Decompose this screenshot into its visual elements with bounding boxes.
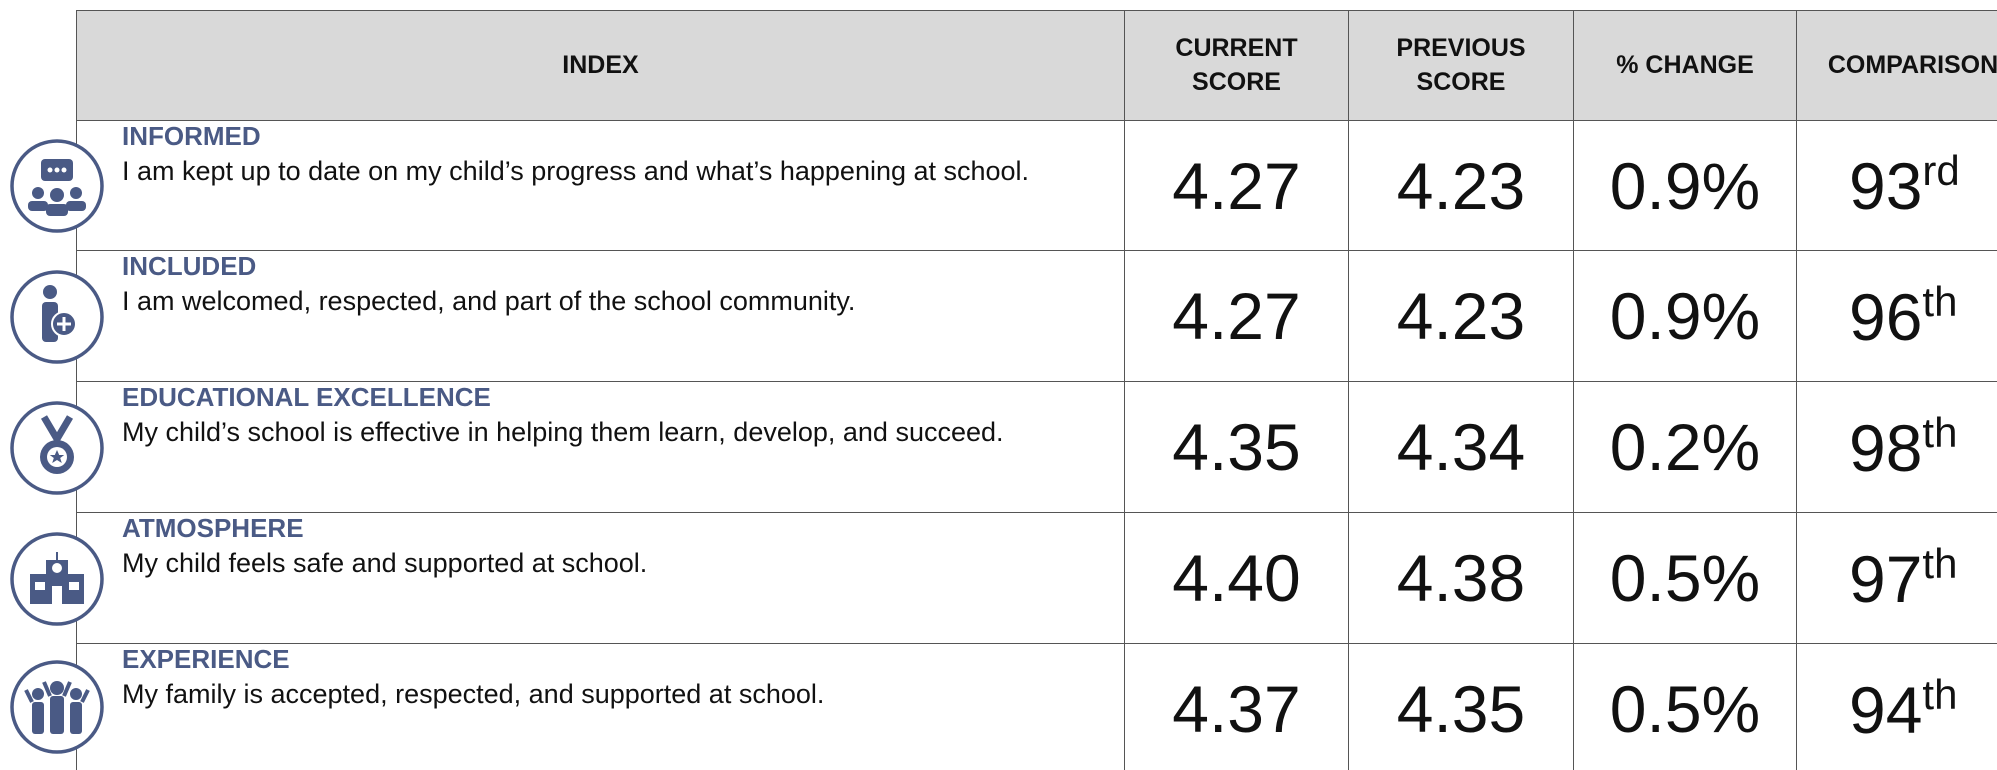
header-cell: COMPARISON [1797, 10, 1997, 121]
change-cell: 0.2% [1574, 382, 1797, 513]
comparison-rank: 94 [1849, 672, 1923, 747]
header-cell: PREVIOUS SCORE [1349, 10, 1574, 121]
index-description: My family is accepted, respected, and su… [122, 679, 825, 709]
current-cell: 4.37 [1125, 644, 1349, 770]
row-icon [10, 400, 104, 495]
header-text: COMPARISON [1827, 50, 1997, 79]
current-cell: 4.40 [1125, 513, 1349, 644]
comparison-suffix: th [1922, 408, 1958, 456]
comparison-value: 98th [1849, 409, 1957, 486]
header-cell: INDEX [76, 10, 1125, 121]
current-value: 4.37 [1172, 672, 1301, 746]
index-cell: INFORMED I am kept up to date on my child… [76, 121, 1125, 251]
current-value: 4.40 [1172, 541, 1301, 615]
comparison-rank: 97 [1849, 541, 1923, 616]
previous-value: 4.23 [1396, 279, 1526, 353]
previous-cell: 4.38 [1349, 513, 1574, 644]
header-text: % CHANGE [1616, 50, 1754, 79]
change-cell: 0.5% [1574, 513, 1797, 644]
previous-cell: 4.34 [1349, 382, 1574, 513]
current-cell: 4.35 [1125, 382, 1349, 513]
comparison-value: 93rd [1849, 147, 1960, 224]
change-cell: 0.9% [1574, 121, 1797, 251]
index-title: EDUCATIONAL EXCELLENCE [122, 382, 491, 412]
current-cell: 4.27 [1125, 251, 1349, 382]
index-description: My child feels safe and supported at sch… [122, 548, 648, 578]
comparison-rank: 96 [1849, 279, 1923, 354]
comparison-cell: 96th [1797, 251, 1997, 382]
index-description: I am welcomed, respected, and part of th… [122, 286, 856, 316]
index-title: ATMOSPHERE [122, 513, 304, 543]
row-icon [10, 531, 104, 626]
change-cell: 0.9% [1574, 251, 1797, 382]
header-cell: CURRENT SCORE [1125, 10, 1349, 121]
comparison-value: 97th [1849, 540, 1957, 617]
index-description: My child’s school is effective in helpin… [122, 417, 1004, 447]
header-text: PREVIOUS SCORE [1396, 33, 1526, 96]
current-cell: 4.27 [1125, 121, 1349, 251]
comparison-cell: 93rd [1797, 121, 1997, 251]
comparison-cell: 94th [1797, 644, 1997, 770]
comparison-suffix: th [1922, 539, 1958, 587]
index-cell: EDUCATIONAL EXCELLENCE My child’s school … [76, 382, 1125, 513]
previous-cell: 4.23 [1349, 251, 1574, 382]
change-value: 0.5% [1609, 672, 1761, 746]
comparison-suffix: th [1922, 277, 1958, 325]
current-value: 4.35 [1172, 410, 1301, 484]
index-cell: INCLUDED I am welcomed, respected, and pa… [76, 251, 1125, 382]
previous-value: 4.35 [1396, 672, 1526, 746]
comparison-cell: 97th [1797, 513, 1997, 644]
row-icon [10, 269, 104, 364]
current-value: 4.27 [1172, 279, 1301, 353]
header-text: INDEX [562, 50, 639, 79]
comparison-rank: 93 [1849, 149, 1923, 223]
previous-cell: 4.35 [1349, 644, 1574, 770]
change-value: 0.5% [1609, 541, 1761, 615]
index-cell: EXPERIENCE My family is accepted, respect… [76, 644, 1125, 770]
index-title: EXPERIENCE [122, 644, 290, 674]
change-cell: 0.5% [1574, 644, 1797, 770]
change-value: 0.9% [1609, 148, 1761, 223]
header-cell: % CHANGE [1574, 10, 1797, 121]
comparison-rank: 98 [1849, 410, 1923, 485]
comparison-suffix: rd [1922, 147, 1960, 194]
comparison-suffix: th [1922, 670, 1958, 718]
comparison-value: 96th [1849, 278, 1957, 355]
index-description: I am kept up to date on my child’s progr… [122, 156, 1030, 186]
index-title: INFORMED [122, 121, 261, 151]
current-value: 4.27 [1172, 148, 1301, 223]
index-cell: ATMOSPHERE My child feels safe and suppor… [76, 513, 1125, 644]
previous-cell: 4.23 [1349, 121, 1574, 251]
row-icon [10, 660, 104, 754]
header-text: CURRENT SCORE [1175, 33, 1298, 96]
previous-value: 4.23 [1396, 148, 1526, 223]
index-title: INCLUDED [122, 251, 257, 281]
row-icon [10, 139, 104, 233]
comparison-value: 94th [1849, 671, 1957, 748]
comparison-cell: 98th [1797, 382, 1997, 513]
change-value: 0.2% [1609, 410, 1761, 484]
previous-value: 4.34 [1396, 410, 1526, 484]
change-value: 0.9% [1609, 279, 1761, 353]
previous-value: 4.38 [1396, 541, 1526, 615]
